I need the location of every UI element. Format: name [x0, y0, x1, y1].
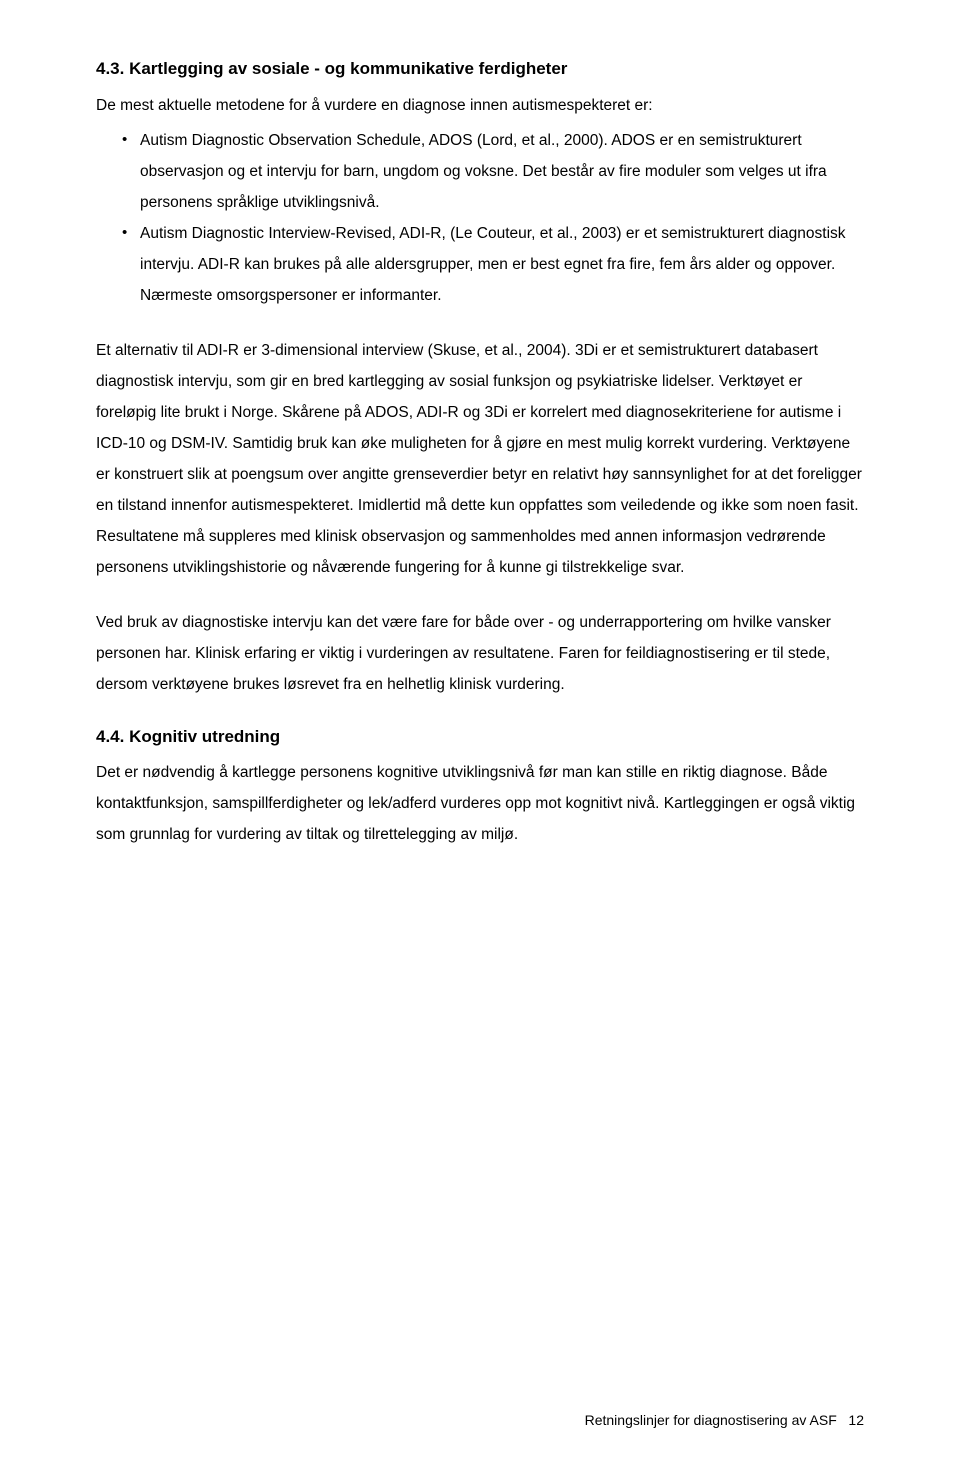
list-item: Autism Diagnostic Interview-Revised, ADI…	[122, 218, 864, 311]
section-43-heading: 4.3. Kartlegging av sosiale - og kommuni…	[96, 56, 864, 82]
list-item: Autism Diagnostic Observation Schedule, …	[122, 125, 864, 218]
page-footer: Retningslinjer for diagnostisering av AS…	[585, 1412, 864, 1428]
section-44-para: Det er nødvendig å kartlegge personens k…	[96, 757, 864, 850]
section-43-bullet-list: Autism Diagnostic Observation Schedule, …	[96, 125, 864, 311]
section-43-para-2: Ved bruk av diagnostiske intervju kan de…	[96, 607, 864, 700]
section-43-para-1: Et alternativ til ADI-R er 3-dimensional…	[96, 335, 864, 583]
section-43-intro: De mest aktuelle metodene for å vurdere …	[96, 90, 864, 121]
page-number: 12	[848, 1412, 864, 1428]
section-44-heading: 4.4. Kognitiv utredning	[96, 724, 864, 750]
footer-text: Retningslinjer for diagnostisering av AS…	[585, 1412, 837, 1428]
